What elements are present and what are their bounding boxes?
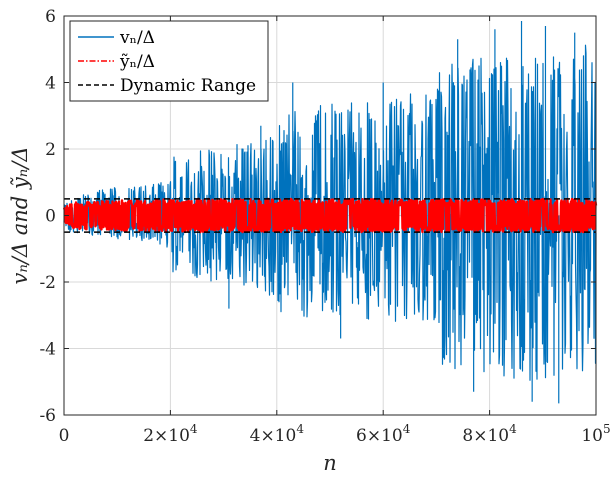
y-tick-label: -6 — [39, 406, 56, 426]
y-tick-label: -4 — [39, 340, 56, 360]
legend-label-2: Dynamic Range — [120, 76, 256, 96]
x-tick-label: 2×104 — [143, 422, 198, 446]
x-tick-label: 6×104 — [356, 422, 411, 446]
x-tick-label: 4×104 — [250, 422, 305, 446]
legend-label-1: ỹₙ/Δ — [119, 52, 155, 72]
y-axis-label: vₙ/Δ and ỹₙ/Δ — [8, 146, 32, 284]
y-tick-label: 6 — [45, 7, 56, 27]
x-tick-label: 8×104 — [462, 422, 517, 446]
y-tick-label: 0 — [45, 207, 56, 227]
legend-label-0: vₙ/Δ — [119, 28, 155, 48]
x-tick-label: 105 — [581, 422, 610, 446]
y-tick-label: -2 — [39, 273, 56, 293]
y-tick-label: 4 — [45, 74, 56, 94]
y-tick-label: 2 — [45, 140, 56, 160]
x-tick-label: 0 — [59, 426, 70, 446]
legend: vₙ/Δ ỹₙ/Δ Dynamic Range — [70, 21, 268, 101]
x-axis-label: n — [323, 451, 337, 475]
